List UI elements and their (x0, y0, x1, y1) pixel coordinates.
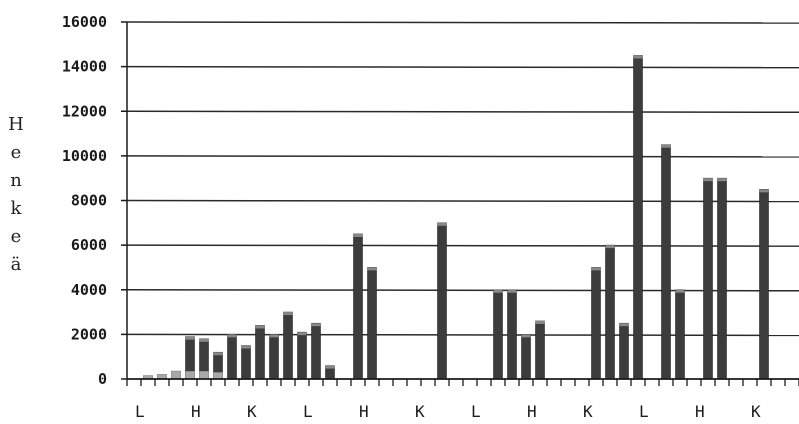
y-axis-label-letter: n (10, 170, 22, 191)
x-category-label: K (247, 402, 257, 421)
bar-cap (283, 312, 293, 316)
bar-cap (717, 178, 727, 182)
bar-light-segment (199, 371, 209, 379)
bar-cap (437, 222, 447, 226)
bar-cap (619, 323, 629, 327)
bar (619, 322, 629, 380)
bar (227, 334, 237, 380)
gridline (126, 21, 799, 24)
x-category-label: K (583, 402, 593, 421)
bar (255, 325, 265, 380)
bar-light-segment (185, 371, 195, 379)
x-category-label: K (751, 402, 761, 421)
gridlines (126, 21, 799, 337)
y-axis-label-letter: e (10, 226, 22, 247)
x-category-label: L (135, 402, 145, 421)
bar (297, 331, 307, 380)
bar (353, 233, 363, 380)
bar-cap (493, 289, 503, 293)
bar (633, 55, 643, 380)
x-category-label: H (359, 402, 369, 421)
x-category-label: H (695, 402, 705, 421)
bar-cap (213, 352, 223, 356)
bars (143, 55, 769, 380)
y-tick-label: 12000 (62, 102, 107, 120)
bar (507, 289, 517, 380)
bar-cap (605, 245, 615, 249)
y-axis-label-letter: H (8, 114, 24, 135)
gridline (126, 199, 799, 203)
bar (759, 189, 769, 380)
bar-cap (507, 289, 517, 293)
gridline (126, 65, 799, 69)
bar-light-segment (157, 374, 167, 379)
gridline (126, 289, 799, 292)
x-category-label: L (471, 402, 481, 421)
bar (605, 244, 615, 380)
bar-cap (759, 189, 769, 193)
y-axis-label-letter: e (10, 142, 22, 163)
bar-cap (297, 332, 307, 336)
bar-cap (255, 325, 265, 329)
y-tick-label: 2000 (71, 325, 107, 343)
y-tick-label: 0 (98, 370, 107, 388)
y-tick-label: 8000 (71, 192, 107, 210)
gridline (126, 244, 799, 247)
bar (661, 144, 671, 380)
y-tick-label: 14000 (62, 58, 107, 76)
bar-cap (521, 334, 531, 338)
bar (535, 320, 545, 380)
bar-cap (311, 323, 321, 327)
gridline (126, 155, 799, 158)
bar-cap (227, 334, 237, 338)
bar-cap (661, 144, 671, 148)
bar-cap (199, 338, 209, 342)
y-tick-label: 4000 (71, 281, 107, 299)
bar-cap (703, 178, 713, 182)
axes (121, 21, 799, 386)
x-category-label: K (415, 402, 425, 421)
bar-light-segment (143, 375, 153, 379)
y-tick-labels: 0 2000 4000 6000 8000 10000 12000 14000 16000 (62, 13, 107, 388)
x-category-label: H (527, 402, 537, 421)
bar (283, 311, 293, 380)
bar (493, 289, 503, 380)
bar-cap (367, 267, 377, 271)
bar-cap (325, 365, 335, 369)
bar-cap (241, 345, 251, 349)
bar (717, 177, 727, 380)
x-category-label: L (639, 402, 649, 421)
bar-cap (633, 55, 643, 59)
bar (521, 334, 531, 380)
gridline (126, 333, 799, 337)
y-tick-label: 6000 (71, 236, 107, 254)
bar (241, 345, 251, 380)
bar-cap (591, 267, 601, 271)
x-category-label: L (303, 402, 313, 421)
bar (311, 322, 321, 380)
y-tick-label: 10000 (62, 147, 107, 165)
y-axis-label-letter: ä (10, 254, 22, 275)
bar-cap (269, 334, 279, 338)
bar (269, 334, 279, 380)
bar-cap (185, 336, 195, 340)
bar-cap (535, 320, 545, 324)
bar (437, 222, 447, 380)
y-axis-label-letter: k (10, 198, 22, 219)
x-category-label: H (191, 402, 201, 421)
bar (367, 267, 377, 380)
bar (591, 267, 601, 380)
bar-light-segment (171, 371, 181, 379)
bar (703, 177, 713, 380)
bar-cap (353, 233, 363, 237)
gridline (126, 110, 799, 113)
bar (675, 289, 685, 380)
bar-cap (675, 289, 685, 293)
y-tick-label: 16000 (62, 13, 107, 31)
bar-light-segment (213, 372, 223, 379)
